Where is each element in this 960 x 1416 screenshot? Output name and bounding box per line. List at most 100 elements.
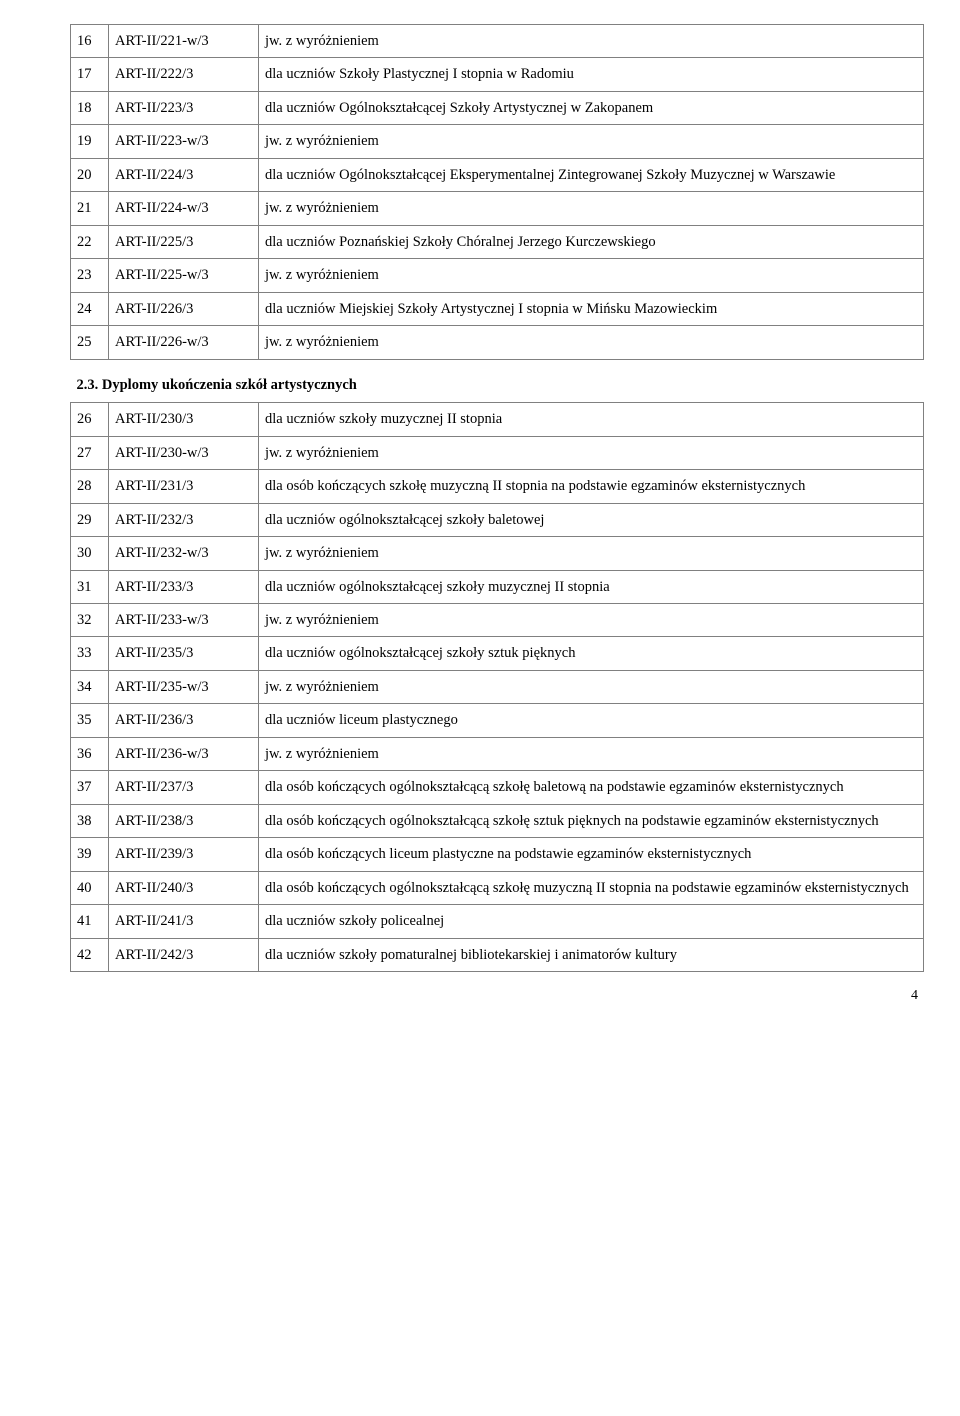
row-number: 17 xyxy=(71,58,109,91)
row-code: ART-II/226/3 xyxy=(109,292,259,325)
table-row: 29ART-II/232/3dla uczniów ogólnokształcą… xyxy=(71,503,924,536)
row-description: dla uczniów ogólnokształcącej szkoły szt… xyxy=(259,637,924,670)
row-code: ART-II/239/3 xyxy=(109,838,259,871)
table-row: 31ART-II/233/3dla uczniów ogólnokształcą… xyxy=(71,570,924,603)
row-number: 20 xyxy=(71,158,109,191)
row-description: dla uczniów Poznańskiej Szkoły Chóralnej… xyxy=(259,225,924,258)
row-code: ART-II/240/3 xyxy=(109,871,259,904)
row-number: 42 xyxy=(71,938,109,971)
row-code: ART-II/241/3 xyxy=(109,905,259,938)
row-number: 39 xyxy=(71,838,109,871)
row-code: ART-II/230/3 xyxy=(109,403,259,436)
table-row: 40ART-II/240/3dla osób kończących ogólno… xyxy=(71,871,924,904)
table-row: 36ART-II/236-w/3jw. z wyróżnieniem xyxy=(71,737,924,770)
section-heading: 2.3. Dyplomy ukończenia szkół artystyczn… xyxy=(71,368,924,403)
table-row: 38ART-II/238/3dla osób kończących ogólno… xyxy=(71,804,924,837)
row-number: 29 xyxy=(71,503,109,536)
table-row: 35ART-II/236/3dla uczniów liceum plastyc… xyxy=(71,704,924,737)
table-row: 17ART-II/222/3dla uczniów Szkoły Plastyc… xyxy=(71,58,924,91)
row-number: 23 xyxy=(71,259,109,292)
table-row: 32ART-II/233-w/3jw. z wyróżnieniem xyxy=(71,603,924,636)
row-description: jw. z wyróżnieniem xyxy=(259,436,924,469)
row-number: 34 xyxy=(71,670,109,703)
table-row: 30ART-II/232-w/3jw. z wyróżnieniem xyxy=(71,537,924,570)
row-code: ART-II/233-w/3 xyxy=(109,603,259,636)
table-row: 25ART-II/226-w/3jw. z wyróżnieniem xyxy=(71,326,924,359)
row-number: 22 xyxy=(71,225,109,258)
row-code: ART-II/238/3 xyxy=(109,804,259,837)
row-code: ART-II/235-w/3 xyxy=(109,670,259,703)
row-number: 30 xyxy=(71,537,109,570)
table-row: 28ART-II/231/3dla osób kończących szkołę… xyxy=(71,470,924,503)
row-number: 16 xyxy=(71,25,109,58)
row-description: jw. z wyróżnieniem xyxy=(259,259,924,292)
row-code: ART-II/233/3 xyxy=(109,570,259,603)
row-description: dla uczniów szkoły policealnej xyxy=(259,905,924,938)
table-row: 23ART-II/225-w/3jw. z wyróżnieniem xyxy=(71,259,924,292)
row-code: ART-II/225-w/3 xyxy=(109,259,259,292)
row-number: 36 xyxy=(71,737,109,770)
row-description: dla osób kończących szkołę muzyczną II s… xyxy=(259,470,924,503)
table-row: 21ART-II/224-w/3jw. z wyróżnieniem xyxy=(71,192,924,225)
table-row: 33ART-II/235/3dla uczniów ogólnokształcą… xyxy=(71,637,924,670)
row-code: ART-II/236/3 xyxy=(109,704,259,737)
row-description: jw. z wyróżnieniem xyxy=(259,25,924,58)
row-code: ART-II/236-w/3 xyxy=(109,737,259,770)
row-code: ART-II/232-w/3 xyxy=(109,537,259,570)
row-code: ART-II/230-w/3 xyxy=(109,436,259,469)
row-number: 38 xyxy=(71,804,109,837)
row-description: jw. z wyróżnieniem xyxy=(259,537,924,570)
table-row: 16ART-II/221-w/3jw. z wyróżnieniem xyxy=(71,25,924,58)
row-description: dla uczniów Szkoły Plastycznej I stopnia… xyxy=(259,58,924,91)
row-description: dla osób kończących ogólnokształcącą szk… xyxy=(259,804,924,837)
row-description: dla osób kończących ogólnokształcącą szk… xyxy=(259,771,924,804)
row-description: dla osób kończących ogólnokształcącą szk… xyxy=(259,871,924,904)
row-code: ART-II/242/3 xyxy=(109,938,259,971)
row-code: ART-II/225/3 xyxy=(109,225,259,258)
row-description: jw. z wyróżnieniem xyxy=(259,737,924,770)
table-row: 41ART-II/241/3dla uczniów szkoły policea… xyxy=(71,905,924,938)
page-number: 4 xyxy=(70,972,924,1004)
row-code: ART-II/223/3 xyxy=(109,91,259,124)
row-number: 26 xyxy=(71,403,109,436)
row-number: 40 xyxy=(71,871,109,904)
row-description: dla uczniów ogólnokształcącej szkoły bal… xyxy=(259,503,924,536)
catalog-table-part1: 16ART-II/221-w/3jw. z wyróżnieniem17ART-… xyxy=(70,24,924,360)
row-number: 19 xyxy=(71,125,109,158)
row-description: dla uczniów liceum plastycznego xyxy=(259,704,924,737)
row-code: ART-II/224/3 xyxy=(109,158,259,191)
row-number: 24 xyxy=(71,292,109,325)
row-number: 33 xyxy=(71,637,109,670)
row-number: 21 xyxy=(71,192,109,225)
table-row: 26ART-II/230/3dla uczniów szkoły muzyczn… xyxy=(71,403,924,436)
table-row: 42ART-II/242/3dla uczniów szkoły pomatur… xyxy=(71,938,924,971)
row-number: 27 xyxy=(71,436,109,469)
row-description: dla osób kończących liceum plastyczne na… xyxy=(259,838,924,871)
row-number: 35 xyxy=(71,704,109,737)
row-number: 41 xyxy=(71,905,109,938)
row-description: dla uczniów Ogólnokształcącej Szkoły Art… xyxy=(259,91,924,124)
row-description: jw. z wyróżnieniem xyxy=(259,192,924,225)
row-code: ART-II/232/3 xyxy=(109,503,259,536)
row-code: ART-II/235/3 xyxy=(109,637,259,670)
row-code: ART-II/231/3 xyxy=(109,470,259,503)
catalog-table-part2: 2.3. Dyplomy ukończenia szkół artystyczn… xyxy=(70,368,924,972)
table-row: 18ART-II/223/3dla uczniów Ogólnokształcą… xyxy=(71,91,924,124)
row-description: jw. z wyróżnieniem xyxy=(259,670,924,703)
row-description: jw. z wyróżnieniem xyxy=(259,603,924,636)
row-code: ART-II/221-w/3 xyxy=(109,25,259,58)
table-row: 22ART-II/225/3dla uczniów Poznańskiej Sz… xyxy=(71,225,924,258)
table-row: 19ART-II/223-w/3jw. z wyróżnieniem xyxy=(71,125,924,158)
row-description: dla uczniów Miejskiej Szkoły Artystyczne… xyxy=(259,292,924,325)
row-code: ART-II/223-w/3 xyxy=(109,125,259,158)
row-description: dla uczniów szkoły pomaturalnej bibliote… xyxy=(259,938,924,971)
table-row: 39ART-II/239/3dla osób kończących liceum… xyxy=(71,838,924,871)
table-row: 27ART-II/230-w/3jw. z wyróżnieniem xyxy=(71,436,924,469)
table-row: 34ART-II/235-w/3jw. z wyróżnieniem xyxy=(71,670,924,703)
row-number: 37 xyxy=(71,771,109,804)
row-code: ART-II/222/3 xyxy=(109,58,259,91)
table-row: 24ART-II/226/3dla uczniów Miejskiej Szko… xyxy=(71,292,924,325)
row-number: 25 xyxy=(71,326,109,359)
table-row: 20ART-II/224/3dla uczniów Ogólnokształcą… xyxy=(71,158,924,191)
row-code: ART-II/224-w/3 xyxy=(109,192,259,225)
